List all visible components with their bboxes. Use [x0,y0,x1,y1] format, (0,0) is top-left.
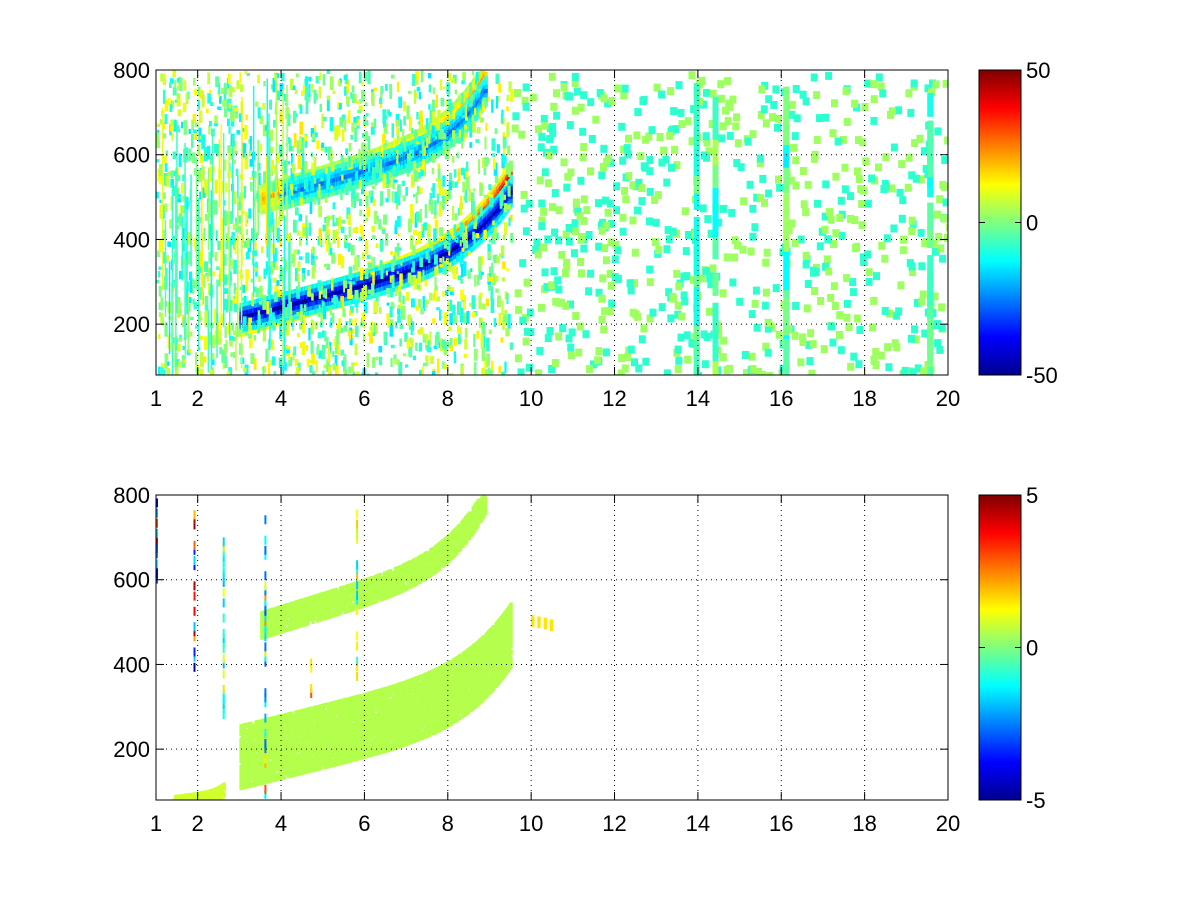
top-heatmap-cells [156,70,948,375]
heatmap-cell [509,198,513,204]
